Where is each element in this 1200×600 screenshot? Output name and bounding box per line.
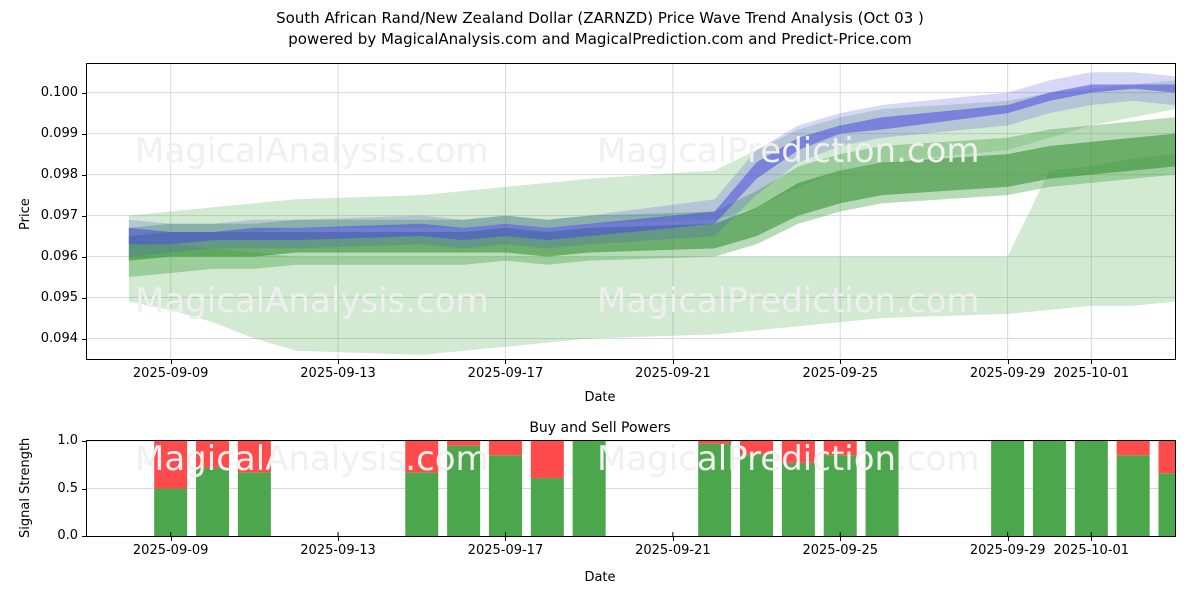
signal-bar-sell (781, 441, 815, 463)
price-band-core-green (128, 133, 1175, 261)
price-axis-label: Price (18, 198, 33, 230)
signal-bar-buy (405, 472, 439, 536)
signal-xtick-label: 2025-09-25 (802, 543, 878, 558)
price-band-core-blue (128, 84, 1175, 245)
price-ytick-mark (82, 92, 86, 94)
signal-bar-sell (1116, 441, 1150, 456)
signal-bar-buy (1116, 455, 1150, 536)
price-xtick-label: 2025-09-17 (467, 366, 544, 381)
price-ytick-label: 0.096 (40, 248, 78, 264)
price-xtick-mark (338, 360, 340, 364)
price-ytick-mark (82, 133, 86, 135)
signal-xtick-mark (672, 537, 674, 541)
price-xtick-mark (170, 360, 172, 364)
price-x-axis-label: Date (584, 390, 616, 405)
signal-bar-buy (447, 445, 481, 536)
price-xtick-label: 2025-09-13 (300, 366, 376, 381)
signal-bar-sell (154, 441, 188, 489)
signal-xtick-label: 2025-09-09 (132, 543, 209, 558)
price-ytick-label: 0.098 (40, 166, 78, 182)
signal-xtick-mark (1007, 537, 1009, 541)
signal-xtick-label: 2025-09-29 (969, 543, 1046, 558)
price-xtick-label: 2025-09-21 (635, 366, 711, 381)
price-xtick-mark (672, 360, 674, 364)
signal-ytick-mark (82, 441, 86, 442)
signal-bar-buy (237, 472, 271, 536)
signal-ytick-mark (82, 488, 86, 490)
price-ytick-mark (82, 174, 86, 176)
signal-xtick-mark (505, 537, 507, 541)
price-xtick-label: 2025-09-09 (132, 366, 209, 381)
signal-ytick-label: 0.5 (57, 480, 78, 496)
price-xtick-label: 2025-10-01 (1053, 366, 1130, 381)
signal-bar-sell (698, 441, 732, 444)
signal-bar-buy (154, 488, 188, 536)
chart-title-line-1: South African Rand/New Zealand Dollar (Z… (276, 9, 924, 27)
signal-bar-buy (781, 462, 815, 536)
price-ytick-label: 0.095 (40, 289, 78, 305)
signal-bar-sell (740, 441, 774, 455)
signal-xtick-label: 2025-10-01 (1053, 543, 1130, 558)
price-svg (87, 64, 1175, 359)
price-ytick-mark (82, 256, 86, 258)
price-ytick-mark (82, 215, 86, 217)
signal-bar-buy (196, 467, 230, 536)
signal-bar-buy (488, 455, 522, 536)
signal-axis-label: Signal Strength (18, 437, 33, 538)
price-band-outer-green-lower (128, 154, 1175, 355)
signal-svg (87, 441, 1175, 536)
price-ytick-label: 0.097 (40, 207, 78, 223)
signal-bar-sell (530, 441, 564, 479)
signal-xtick-mark (338, 537, 340, 541)
signal-bar-buy (865, 441, 899, 536)
signal-ytick-label: 0.0 (57, 528, 78, 543)
signal-bar-buy (1158, 473, 1175, 536)
signal-bar-buy (991, 441, 1025, 536)
price-xtick-mark (840, 360, 842, 364)
buy-sell-powers-plot: MagicalAnalysis.com MagicalPrediction.co… (86, 440, 1176, 537)
price-xtick-mark (1091, 360, 1093, 364)
signal-panel-title: Buy and Sell Powers (529, 420, 671, 436)
price-ytick-label: 0.100 (40, 84, 78, 100)
signal-bar-buy (530, 478, 564, 536)
price-ytick-label: 0.099 (40, 125, 78, 141)
signal-xtick-label: 2025-09-13 (300, 543, 376, 558)
signal-bar-buy (698, 443, 732, 536)
signal-bar-sell (237, 441, 271, 473)
chart-title-block: South African Rand/New Zealand Dollar (Z… (0, 8, 1200, 50)
price-wave-plot: MagicalAnalysis.com MagicalPrediction.co… (86, 63, 1176, 360)
price-xtick-label: 2025-09-25 (802, 366, 878, 381)
signal-xtick-mark (170, 537, 172, 541)
signal-ytick-label: 1.0 (57, 433, 78, 448)
price-xtick-label: 2025-09-29 (969, 366, 1046, 381)
signal-ytick-mark (82, 536, 86, 537)
signal-xtick-label: 2025-09-21 (635, 543, 711, 558)
signal-bar-buy (572, 441, 606, 536)
signal-xtick-mark (840, 537, 842, 541)
signal-bar-sell (488, 441, 522, 456)
signal-x-axis-label: Date (584, 570, 616, 585)
signal-bar-sell (1158, 441, 1175, 474)
signal-bar-buy (823, 455, 857, 536)
price-ytick-mark (82, 297, 86, 299)
price-ytick-label: 0.094 (40, 330, 78, 346)
signal-bar-buy (740, 454, 774, 536)
signal-bar-sell (196, 441, 230, 468)
signal-bar-sell (405, 441, 439, 473)
signal-bar-sell (447, 441, 481, 446)
price-xtick-mark (1007, 360, 1009, 364)
signal-bar-sell (823, 441, 857, 456)
price-ytick-mark (82, 338, 86, 340)
signal-xtick-mark (1091, 537, 1093, 541)
chart-title-line-2: powered by MagicalAnalysis.com and Magic… (288, 30, 912, 48)
signal-bar-buy (1074, 441, 1108, 536)
signal-bar-buy (1032, 441, 1066, 536)
price-xtick-mark (505, 360, 507, 364)
signal-xtick-label: 2025-09-17 (467, 543, 544, 558)
